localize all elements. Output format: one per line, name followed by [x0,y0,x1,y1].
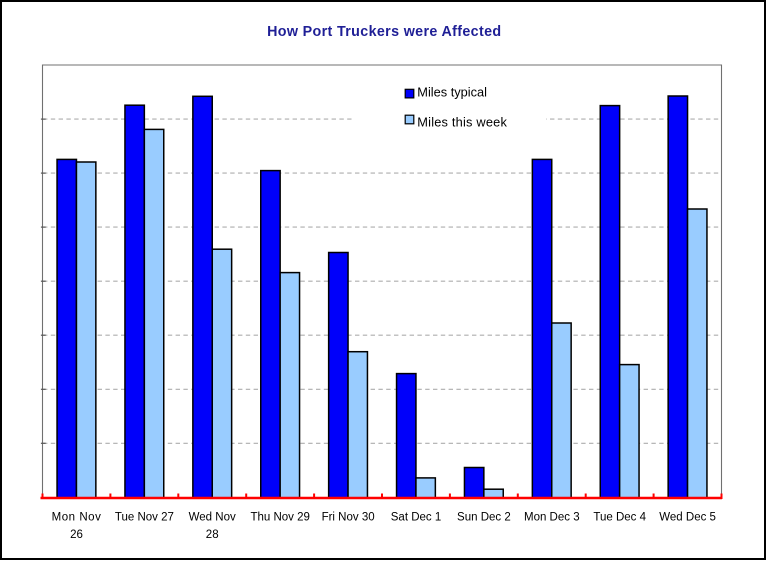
svg-text:26: 26 [70,529,83,541]
svg-text:Sun Dec 2: Sun Dec 2 [457,512,511,524]
svg-text:Tue Dec 4: Tue Dec 4 [593,512,646,524]
svg-text:Miles this week: Miles this week [417,115,507,130]
svg-text:28: 28 [206,529,219,541]
svg-text:Fri Nov 30: Fri Nov 30 [322,512,375,524]
svg-text:Mon Nov: Mon Nov [52,512,102,524]
svg-text:Mon Dec 3: Mon Dec 3 [524,512,580,524]
svg-text:Wed Nov: Wed Nov [189,512,236,524]
svg-text:Miles typical: Miles typical [417,85,487,100]
svg-text:How Port Truckers were Affecte: How Port Truckers were Affected [267,24,501,40]
svg-text:Sat Dec 1: Sat Dec 1 [391,512,442,524]
svg-text:Wed Dec 5: Wed Dec 5 [659,512,716,524]
svg-text:Tue Nov 27: Tue Nov 27 [115,512,174,524]
svg-text:Thu Nov 29: Thu Nov 29 [250,512,309,524]
